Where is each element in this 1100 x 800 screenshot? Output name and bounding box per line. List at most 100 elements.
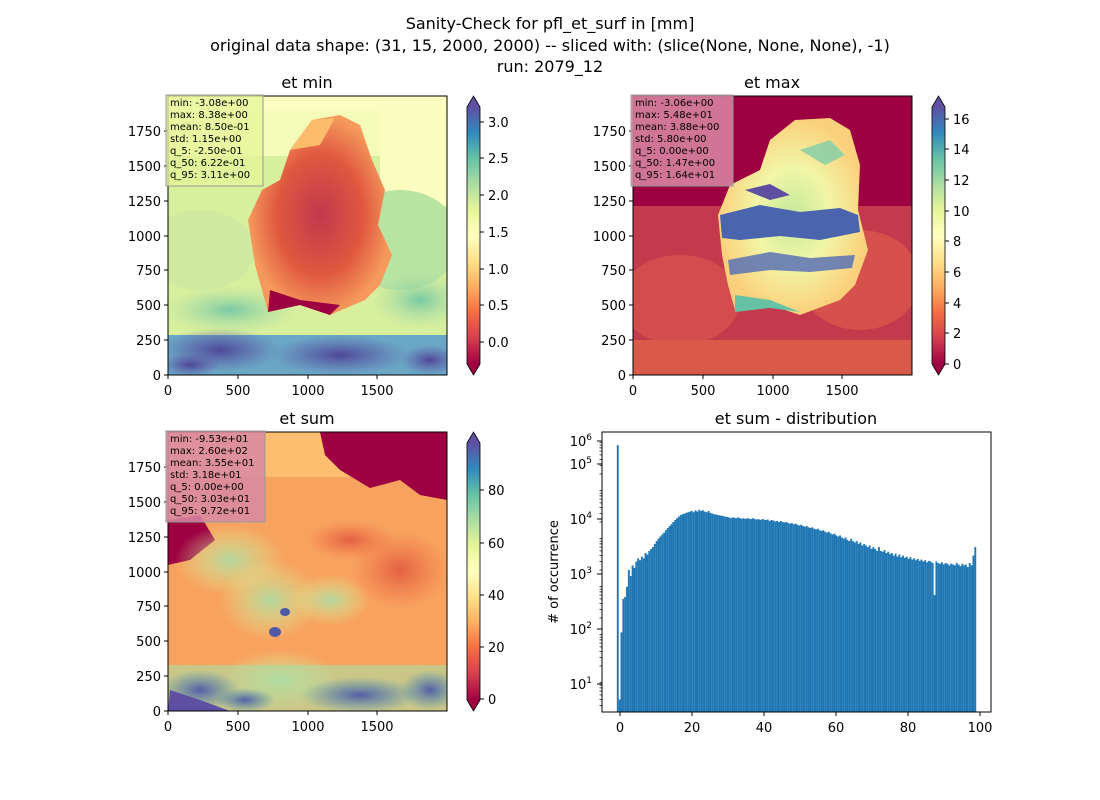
histogram-bar — [805, 526, 808, 712]
histogram-bar — [642, 558, 645, 712]
y-tick-label: 1750 — [128, 125, 161, 140]
figure-title-line-1: Sanity-Check for pfl_et_surf in [mm] — [406, 14, 695, 34]
histogram-bar — [942, 564, 945, 712]
figure-title-line-2: original data shape: (31, 15, 2000, 2000… — [210, 36, 890, 55]
x-tick-label: 100 — [968, 721, 993, 736]
histogram-bar — [772, 520, 775, 712]
histogram-bar — [861, 545, 864, 712]
histogram-bar — [711, 513, 714, 712]
histogram-bar — [852, 541, 854, 712]
x-tick-label: 0 — [616, 721, 624, 736]
y-axis: 0 250 500 750 1000 1250 1500 1750 — [128, 125, 168, 384]
histogram-bar — [933, 595, 936, 712]
x-tick-label: 500 — [226, 384, 251, 399]
histogram-bar — [742, 518, 745, 712]
stats-box: min: -3.08e+00 max: 8.38e+00 mean: 8.50e… — [165, 94, 264, 187]
histogram-bar — [815, 529, 817, 712]
histogram-bar — [848, 541, 851, 712]
histogram-bars — [616, 445, 977, 712]
stat-line: min: -3.06e+00 — [635, 98, 714, 109]
histogram-bar — [953, 565, 956, 712]
histogram-bar — [918, 560, 921, 712]
histogram-bar — [692, 512, 695, 712]
histogram-bar — [659, 536, 662, 712]
histogram-bar — [650, 548, 653, 712]
stat-line: std: 3.18e+01 — [170, 470, 242, 481]
histogram-bar — [789, 523, 791, 712]
histogram-bar — [703, 511, 706, 712]
y-axis: 0 250 500 750 1000 1250 1500 1750 — [593, 125, 633, 384]
histogram-bar — [870, 548, 873, 712]
stat-line: q_5: -2.50e-01 — [170, 146, 243, 157]
stat-line: std: 5.80e+00 — [635, 134, 707, 145]
histogram-bar — [931, 562, 934, 712]
colorbar-tick-label: 0 — [488, 693, 496, 708]
y-tick-label: 750 — [601, 264, 626, 279]
histogram-bar — [846, 539, 849, 712]
histogram-bar — [765, 520, 767, 712]
histogram-bar — [733, 517, 736, 712]
y-tick-label: 1250 — [593, 195, 626, 210]
histogram-bar — [844, 537, 847, 712]
y-axis-label: # of occurrence — [547, 520, 562, 624]
histogram-bar — [913, 558, 916, 712]
histogram-bar — [722, 516, 725, 712]
histogram-bar — [822, 530, 825, 712]
y-tick-label: 0 — [618, 369, 626, 384]
histogram-bar — [907, 558, 910, 712]
histogram-bar — [648, 550, 651, 712]
histogram-bar — [766, 519, 769, 712]
colorbar-tick-label: 40 — [488, 589, 505, 604]
histogram-bar — [974, 547, 977, 712]
stat-line: q_50: 6.22e-01 — [170, 158, 245, 169]
histogram-bar — [729, 518, 732, 712]
panel-et-min: et min 0 500 1000 — [128, 73, 509, 399]
histogram-bar — [928, 560, 930, 712]
x-tick-label: 20 — [684, 721, 701, 736]
histogram-bar — [900, 557, 903, 712]
histogram-bar — [963, 565, 966, 712]
histogram-bar — [705, 512, 708, 712]
histogram-bar — [961, 563, 964, 712]
histogram-bar — [829, 533, 832, 712]
stat-line: mean: 3.55e+01 — [170, 458, 254, 469]
histogram-bar — [715, 514, 717, 712]
histogram-bar — [853, 542, 856, 712]
histogram-bar — [763, 519, 766, 712]
stat-line: min: -9.53e+01 — [170, 434, 249, 445]
histogram-bar — [798, 525, 801, 712]
stat-line: q_50: 3.03e+01 — [170, 494, 250, 505]
colorbar-tick-label: 20 — [488, 641, 505, 656]
histogram-bar — [735, 518, 738, 712]
stat-line: q_95: 9.72e+01 — [170, 506, 250, 517]
x-tick-label: 1000 — [291, 720, 324, 735]
histogram-bar — [685, 512, 688, 712]
histogram-bar — [807, 527, 810, 712]
colorbar-tick-label: 0 — [953, 358, 961, 373]
histogram-bar — [700, 510, 703, 712]
histogram-bar — [903, 557, 906, 712]
histogram-bar — [670, 524, 673, 712]
panel-title: et sum — [279, 409, 334, 428]
stats-box-background — [630, 94, 734, 187]
x-tick-label: 1500 — [825, 384, 858, 399]
histogram-bar — [946, 563, 949, 712]
histogram-bar — [909, 557, 912, 712]
stat-line: max: 5.48e+01 — [635, 110, 713, 121]
histogram-bar — [824, 531, 827, 712]
histogram-bar — [885, 553, 888, 712]
histogram-bar — [626, 586, 628, 712]
histogram-bar — [827, 531, 830, 712]
histogram-bar — [740, 518, 743, 712]
stat-line: min: -3.08e+00 — [170, 98, 249, 109]
histogram-bar — [779, 520, 782, 712]
histogram-bar — [896, 556, 899, 712]
histogram-bar — [790, 523, 793, 712]
histogram-bar — [809, 527, 812, 712]
histogram-bar — [948, 565, 951, 712]
y-tick-label: 500 — [136, 635, 161, 650]
histogram-bar — [857, 543, 860, 712]
histogram-bar — [690, 510, 693, 712]
histogram-bar — [681, 514, 684, 712]
histogram-bar — [966, 567, 969, 712]
